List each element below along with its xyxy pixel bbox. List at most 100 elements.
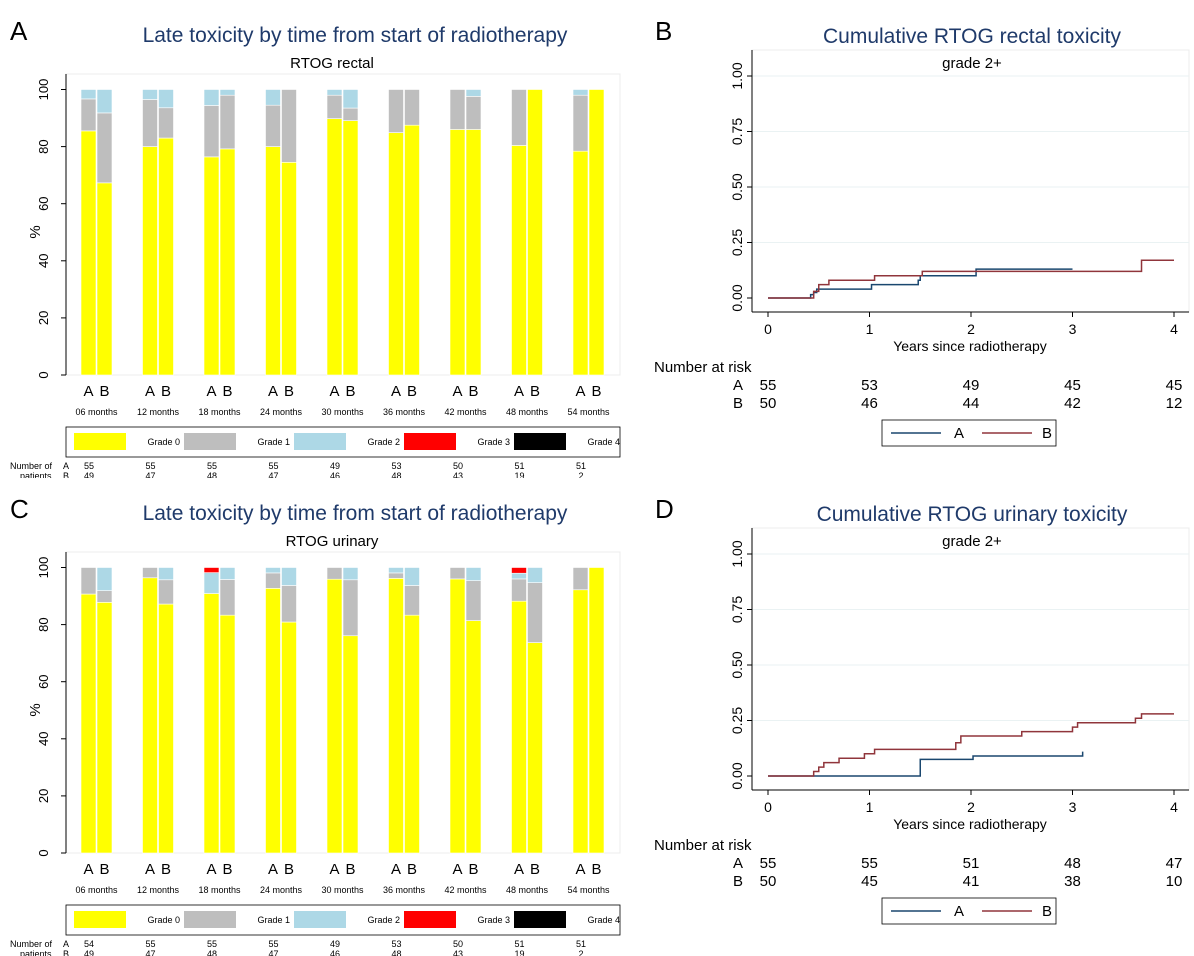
rectal-bar-patients-b: 48 [391, 471, 401, 478]
rectal-bar-arm-label: B [407, 383, 417, 400]
urinary-km-risk-label: Number at risk [654, 837, 752, 854]
urinary-bar-title: Late toxicity by time from start of radi… [143, 502, 568, 525]
rectal-bar-arm-label: B [99, 383, 109, 400]
urinary-km-plot-border [751, 527, 1190, 791]
urinary-bar-arm-label: B [530, 861, 540, 878]
urinary-bar-bar-b-2-grade0 [158, 603, 174, 854]
urinary-km-risk-b: 50 [760, 873, 777, 890]
urinary-bar-patients-b: 19 [514, 949, 524, 956]
urinary-bar-ytick-label: 40 [36, 732, 51, 746]
rectal-bar-group-label: 42 months [444, 407, 487, 417]
urinary-bar-arm-label: B [161, 861, 171, 878]
urinary-bar-arm-label: A [391, 861, 401, 878]
rectal-bar-ytick-label: 20 [36, 311, 51, 325]
rectal-km-title: Cumulative RTOG rectal toxicity [823, 25, 1121, 48]
rectal-bar-bar-b-4-grade1 [281, 89, 297, 163]
rectal-bar-group-label: 18 months [198, 407, 241, 417]
rectal-bar-patients-b: 47 [145, 471, 155, 478]
urinary-bar-bar-a-4-grade1 [265, 572, 281, 589]
panel-letter-b: B [655, 16, 673, 46]
rectal-bar-arm-label: B [468, 383, 478, 400]
urinary-bar-bar-a-3-grade3 [203, 567, 220, 573]
urinary-bar-arm-label: B [407, 861, 417, 878]
rectal-bar-arm-label: A [145, 383, 155, 400]
urinary-bar-bar-b-9-grade0 [588, 567, 605, 854]
rectal-bar-bar-b-1-grade2 [96, 89, 113, 114]
rectal-bar-ytick-label: 0 [36, 371, 51, 378]
urinary-bar-legend-label: Grade 4 [587, 915, 620, 925]
rectal-bar-bar-b-1-grade0 [96, 182, 113, 376]
rectal-bar-subtitle: RTOG rectal [290, 55, 374, 72]
rectal-km-ytick-label: 0.75 [729, 118, 745, 145]
urinary-km-title: Cumulative RTOG urinary toxicity [817, 503, 1128, 526]
rectal-bar-legend-label: Grade 2 [367, 437, 400, 447]
urinary-bar-bar-a-8-grade2 [511, 572, 527, 580]
urinary-bar-bar-b-5-grade2 [342, 567, 359, 581]
panel-letter-a: A [10, 16, 28, 46]
rectal-km-ytick-label: 0.00 [729, 284, 745, 311]
urinary-bar-patients-a: 51 [514, 939, 524, 949]
urinary-bar-bar-b-4-grade0 [281, 621, 297, 854]
rectal-bar-bar-b-8-grade0 [527, 89, 543, 376]
urinary-km-km-line-a [768, 751, 1084, 777]
urinary-bar-patients-a: 50 [453, 939, 463, 949]
urinary-bar-legend-swatch [514, 911, 566, 928]
rectal-bar-bar-b-2-grade0 [158, 137, 174, 376]
urinary-bar-bar-b-8-grade1 [527, 582, 543, 643]
rectal-km-risk-a: 45 [1064, 377, 1081, 394]
rectal-bar-bar-b-7-grade2 [465, 89, 482, 97]
rectal-bar-bar-b-6-grade0 [404, 124, 420, 376]
urinary-bar-arm-label: B [99, 861, 109, 878]
urinary-bar-ytick-label: 60 [36, 674, 51, 688]
urinary-km-risk-a: 51 [963, 855, 980, 872]
rectal-bar-bar-b-3-grade2 [219, 89, 236, 96]
urinary-bar-bar-a-5-grade0 [326, 578, 343, 854]
urinary-km-legend-label-b: B [1042, 903, 1052, 920]
rectal-bar-bar-b-7-grade1 [465, 96, 482, 130]
urinary-km-ytick-label: 0.75 [729, 596, 745, 623]
rectal-bar-arm-label: A [329, 383, 339, 400]
rectal-bar-bar-b-3-grade0 [219, 148, 236, 376]
rectal-bar-bar-b-5-grade1 [342, 107, 359, 121]
rectal-bar-bar-a-2-grade0 [142, 146, 158, 376]
urinary-bar-group-label: 06 months [75, 885, 118, 895]
urinary-bar-bar-a-6-grade1 [388, 572, 404, 579]
rectal-bar-patients-a: 55 [145, 461, 155, 471]
rectal-bar-ytick-label: 80 [36, 139, 51, 153]
urinary-bar-bar-a-8-grade0 [511, 600, 527, 854]
rectal-bar-bar-a-2-grade1 [142, 99, 158, 147]
urinary-km-xlabel: Years since radiotherapy [893, 816, 1047, 832]
urinary-km-ytick-label: 0.00 [729, 762, 745, 789]
rectal-bar-bar-b-9-grade0 [588, 89, 605, 376]
urinary-bar-legend-swatch [294, 911, 346, 928]
rectal-km-risk-arm-a: A [733, 377, 743, 394]
urinary-km-risk-b: 10 [1166, 873, 1183, 890]
rectal-bar-bar-a-9-grade1 [572, 94, 589, 152]
rectal-bar-bar-a-1-grade2 [80, 89, 97, 100]
rectal-km-risk-arm-b: B [733, 395, 743, 412]
urinary-bar-patients-a: 55 [268, 939, 278, 949]
rectal-bar-bar-b-7-grade0 [465, 129, 482, 376]
rectal-bar-group-label: 24 months [260, 407, 303, 417]
rectal-bar-title: Late toxicity by time from start of radi… [143, 24, 568, 47]
panel-letter-d: D [655, 494, 674, 524]
rectal-bar-patients-a: 53 [391, 461, 401, 471]
urinary-bar-ytick-label: 0 [36, 849, 51, 856]
rectal-bar-bar-a-1-grade0 [80, 130, 97, 376]
rectal-bar-patients-b: 47 [268, 471, 278, 478]
rectal-bar-bar-b-2-grade1 [158, 107, 174, 139]
panel-letter-c: C [10, 494, 29, 524]
rectal-bar-ytick-label: 100 [36, 79, 51, 101]
rectal-bar-arm-label: A [268, 383, 278, 400]
urinary-km-km-line-b [768, 713, 1174, 777]
urinary-bar-group-label: 42 months [444, 885, 487, 895]
rectal-bar-legend-label: Grade 4 [587, 437, 620, 447]
urinary-bar-patients-a: 49 [330, 939, 340, 949]
urinary-bar-patients-b: 2 [578, 949, 583, 956]
urinary-bar-bar-a-6-grade2 [388, 567, 404, 574]
urinary-bar-legend-label: Grade 0 [147, 915, 180, 925]
rectal-bar-legend-swatch [74, 433, 126, 450]
urinary-bar-bar-a-6-grade0 [388, 578, 404, 854]
rectal-bar-arm-label: A [575, 383, 585, 400]
urinary-bar-bar-a-9-grade0 [572, 589, 589, 854]
